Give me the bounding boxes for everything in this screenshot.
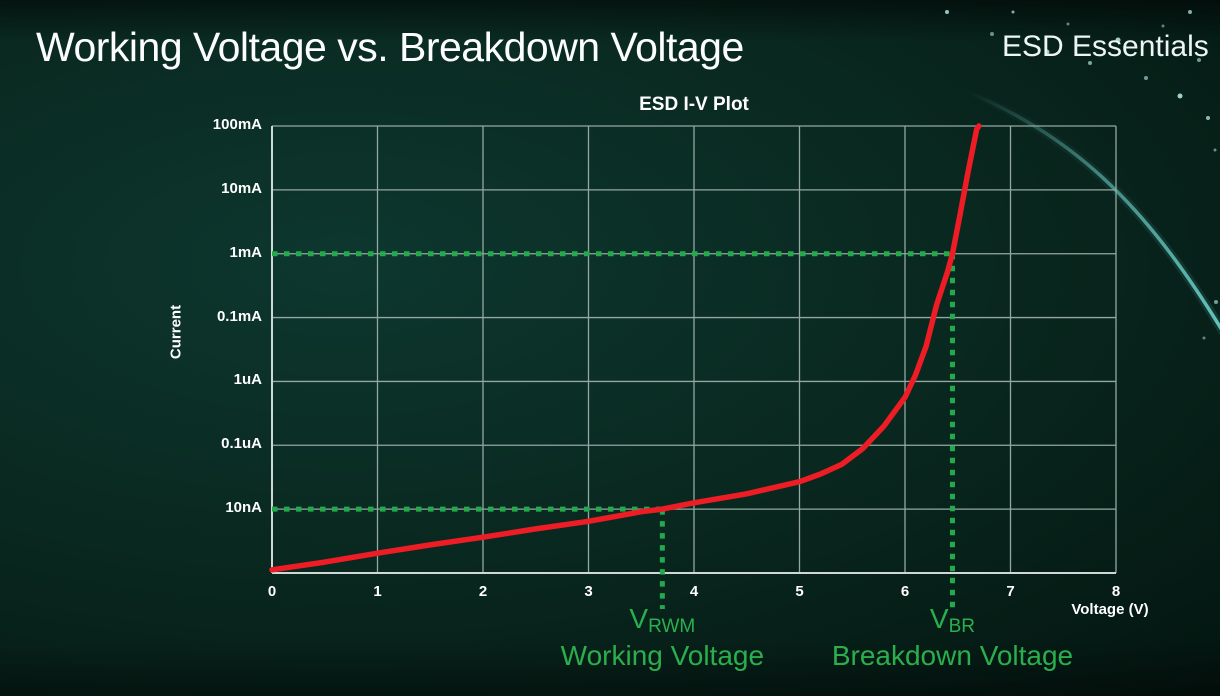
y-axis-title: Current: [167, 304, 185, 360]
y-tick-label: 0.1uA: [221, 435, 262, 453]
x-tick-label: 6: [900, 583, 910, 600]
y-tick-label: 100mA: [212, 116, 262, 133]
y-tick-label: 10nA: [225, 499, 262, 517]
x-tick-label: 1: [373, 583, 382, 600]
iv-plot: [269, 123, 1117, 609]
y-tick-label: 1mA: [229, 243, 262, 261]
vbr-annotation: VBR Breakdown Voltage: [831, 603, 1074, 672]
x-tick-label: 7: [1006, 583, 1015, 600]
vrwm-annotation: VRWM Working Voltage: [560, 603, 765, 672]
y-tick-label: 10mA: [221, 179, 262, 197]
vbr-symbol: VBR: [929, 603, 976, 638]
y-tick-label: 0.1mA: [216, 307, 262, 325]
x-tick-label: 0: [267, 583, 277, 600]
slide-title: Working Voltage vs. Breakdown Voltage: [36, 24, 744, 70]
grid-lines: [271, 125, 1117, 574]
marker-dashed-lines: [272, 251, 955, 609]
brand-text: ESD Essentials: [1002, 30, 1209, 63]
axis-lines: [271, 126, 1116, 574]
x-tick-label: 4: [689, 583, 699, 600]
iv-curve: [269, 123, 982, 573]
vrwm-symbol: VRWM: [629, 603, 696, 638]
vbr-label: Breakdown Voltage: [831, 640, 1074, 672]
x-tick-label: 3: [584, 583, 593, 600]
x-tick-label: 2: [478, 583, 488, 600]
vrwm-label: Working Voltage: [560, 640, 765, 672]
x-axis-title: Voltage (V): [1071, 601, 1149, 618]
y-tick-label: 1uA: [233, 371, 262, 389]
x-tick-label: 5: [795, 583, 804, 600]
chart-title: ESD I-V Plot: [639, 94, 749, 115]
x-tick-label: 8: [1111, 583, 1121, 600]
